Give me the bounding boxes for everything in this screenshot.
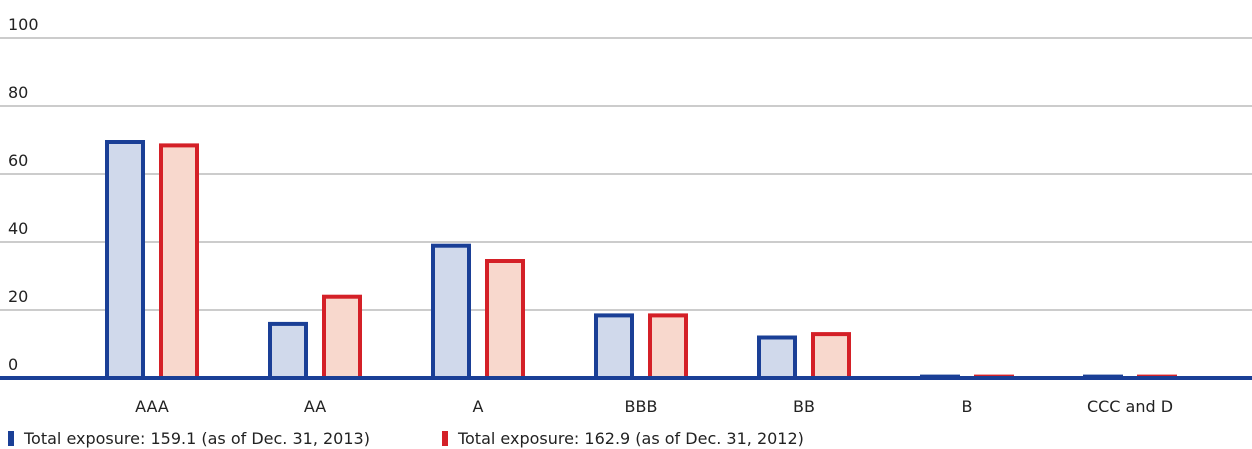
bar-aaa-series-2 — [159, 143, 199, 380]
x-category-label-b: B — [962, 397, 973, 416]
bar-bbb-series-2 — [648, 313, 688, 380]
bars — [105, 140, 1177, 381]
bar-bbb-series-1 — [594, 313, 634, 380]
x-category-label-aa: AA — [304, 397, 326, 416]
legend: Total exposure: 159.1 (as of Dec. 31, 20… — [8, 428, 804, 448]
legend-label-2013: Total exposure: 159.1 (as of Dec. 31, 20… — [24, 428, 370, 448]
x-category-label-aaa: AAA — [135, 397, 169, 416]
y-tick-label-80: 80 — [8, 83, 28, 102]
y-tick-label-0: 0 — [8, 355, 18, 374]
legend-swatch-2013 — [8, 430, 14, 446]
bar-bb-series-2 — [811, 332, 851, 381]
gridlines — [0, 37, 1252, 311]
bar-aa-series-1 — [268, 321, 308, 380]
x-axis-category-labels: AAA AA A BBB BB B CCC and D — [135, 397, 1173, 416]
y-tick-label-60: 60 — [8, 151, 28, 170]
x-category-label-a: A — [473, 397, 484, 416]
bar-aa-series-2 — [322, 294, 362, 381]
y-tick-label-40: 40 — [8, 219, 28, 238]
bar-bb-series-1 — [757, 335, 797, 380]
y-tick-label-100: 100 — [8, 15, 39, 34]
legend-item-2013: Total exposure: 159.1 (as of Dec. 31, 20… — [8, 429, 370, 448]
legend-label-2012: Total exposure: 162.9 (as of Dec. 31, 20… — [457, 428, 804, 448]
legend-swatch-2012 — [441, 430, 448, 446]
bar-aaa-series-1 — [105, 140, 145, 380]
bar-a-series-2 — [485, 259, 525, 380]
x-category-label-bb: BB — [793, 397, 815, 416]
y-axis-tick-labels: 0 20 40 60 80 100 — [8, 15, 39, 374]
x-category-label-ccc-and-d: CCC and D — [1087, 397, 1173, 416]
legend-item-2012: Total exposure: 162.9 (as of Dec. 31, 20… — [441, 428, 804, 448]
bar-a-series-1 — [431, 243, 471, 380]
x-category-label-bbb: BBB — [625, 397, 658, 416]
y-tick-label-20: 20 — [8, 287, 28, 306]
